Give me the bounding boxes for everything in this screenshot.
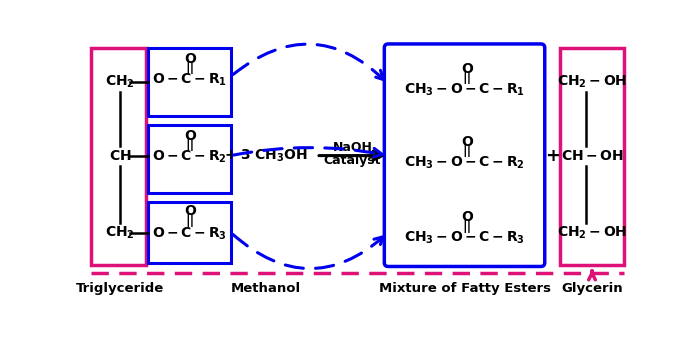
Text: $\mathregular{CH}$: $\mathregular{CH}$ [108,149,132,163]
Text: $\mathregular{CH_2-OH}$: $\mathregular{CH_2-OH}$ [557,225,627,241]
Text: $\mathregular{O-C-R_2}$: $\mathregular{O-C-R_2}$ [153,149,228,165]
Text: $\mathregular{CH-OH}$: $\mathregular{CH-OH}$ [561,149,624,163]
Text: $\mathregular{+\ 3\ CH_3OH}$: $\mathregular{+\ 3\ CH_3OH}$ [224,147,307,164]
Text: ||: || [463,220,472,233]
Text: NaOH: NaOH [332,141,372,154]
Text: O: O [184,52,196,66]
Text: $\mathregular{CH_3-O-C-R_1}$: $\mathregular{CH_3-O-C-R_1}$ [405,81,526,98]
Text: O: O [184,129,196,143]
Text: ||: || [186,214,195,227]
Text: ||: || [463,144,472,158]
Text: Methanol: Methanol [231,281,301,295]
Text: O: O [461,135,473,149]
Text: $\mathregular{CH_3-O-C-R_2}$: $\mathregular{CH_3-O-C-R_2}$ [405,154,526,171]
Text: $\mathregular{O-C-R_3}$: $\mathregular{O-C-R_3}$ [153,226,228,242]
Text: +: + [545,146,560,164]
Text: O: O [461,61,473,76]
Text: Glycerin: Glycerin [561,281,623,295]
Text: O: O [184,204,196,218]
Text: ||: || [463,71,472,84]
Text: Catalyst: Catalyst [324,154,382,168]
Text: $\mathregular{CH_2}$: $\mathregular{CH_2}$ [105,225,135,241]
Text: $\mathregular{CH_3-O-C-R_3}$: $\mathregular{CH_3-O-C-R_3}$ [405,230,526,246]
Text: Triglyceride: Triglyceride [76,281,164,295]
Text: O: O [461,210,473,224]
Text: ||: || [186,138,195,151]
Text: Mixture of Fatty Esters: Mixture of Fatty Esters [379,281,551,295]
Text: $\mathregular{CH_2}$: $\mathregular{CH_2}$ [105,74,135,90]
Text: ||: || [186,61,195,74]
Text: $\mathregular{O-C-R_1}$: $\mathregular{O-C-R_1}$ [153,72,228,88]
Text: $\mathregular{CH_2-OH}$: $\mathregular{CH_2-OH}$ [557,74,627,90]
